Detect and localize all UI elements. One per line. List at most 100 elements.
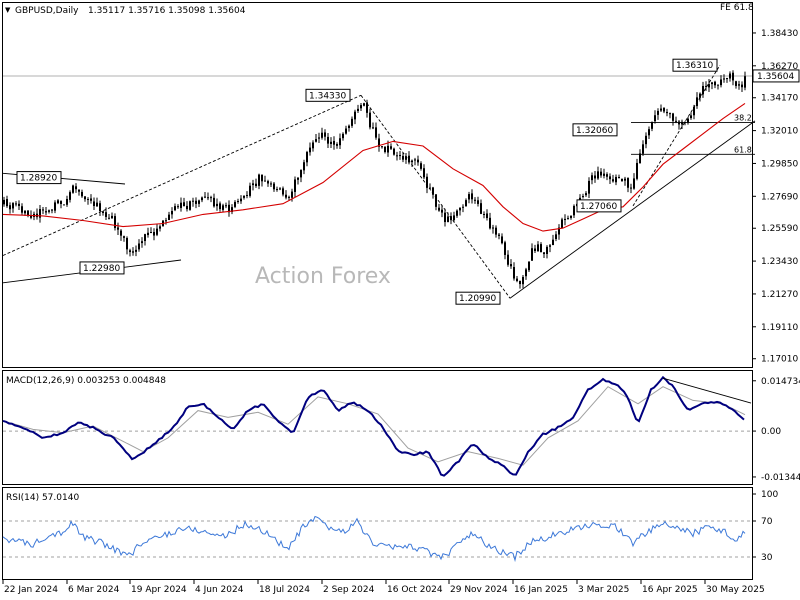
price-label: 1.32060 <box>576 126 613 136</box>
candle-body <box>201 197 203 201</box>
candle-body <box>642 144 644 154</box>
candle-body <box>54 202 56 211</box>
candle-body <box>72 185 74 193</box>
candle-body <box>348 125 350 129</box>
candle-body <box>213 197 215 207</box>
candle-body <box>687 118 689 123</box>
moving-average-line <box>2 102 746 232</box>
candle-body <box>39 209 41 218</box>
candle-body <box>258 174 260 186</box>
price-label-box <box>672 58 718 72</box>
candle-body <box>693 106 695 116</box>
candle-body <box>285 194 287 198</box>
candle-body <box>669 113 671 115</box>
price-axis-label: 1.36270 <box>761 62 798 72</box>
candle-body <box>426 176 428 188</box>
candle-body <box>336 144 338 146</box>
candle-body <box>369 112 371 128</box>
price-label: 1.20990 <box>459 294 496 304</box>
time-axis-label: 18 Jul 2024 <box>259 585 310 595</box>
candle-body <box>276 189 278 191</box>
rsi-title: RSI(14) 57.0140 <box>6 493 79 503</box>
candle-body <box>357 108 359 112</box>
dropdown-arrow-icon[interactable]: ▼ <box>5 6 11 14</box>
time-axis-label: 6 Mar 2024 <box>68 585 120 595</box>
candle-body <box>249 185 251 196</box>
candle-body <box>78 189 80 192</box>
candle-body <box>366 102 368 113</box>
price-axis-label: 1.21270 <box>761 290 798 300</box>
price-label: 1.28920 <box>20 174 57 184</box>
candle-body <box>96 202 98 207</box>
candle-body <box>117 227 119 230</box>
candle-body <box>363 103 365 106</box>
candle-body <box>288 196 290 198</box>
candle-body <box>636 162 638 179</box>
candle-body <box>543 252 545 255</box>
price-label-box <box>305 88 351 102</box>
candle-body <box>417 159 419 163</box>
time-axis: 22 Jan 2024 6 Mar 2024 19 Apr 2024 4 Jun 20… <box>2 580 765 595</box>
fib-level-label: 38.2 <box>734 113 752 122</box>
candle-body <box>477 200 479 204</box>
candle-body <box>210 197 212 199</box>
candle-body <box>603 173 605 176</box>
candle-body <box>705 86 707 88</box>
candle-body <box>57 200 59 204</box>
macd-panel-frame <box>2 370 753 485</box>
candle-body <box>3 199 5 205</box>
candle-body <box>102 211 104 213</box>
candle-body <box>327 136 329 144</box>
candle-body <box>534 248 536 252</box>
candle-body <box>282 188 284 195</box>
candle-body <box>189 201 191 210</box>
candle-body <box>468 194 470 200</box>
candle-body <box>306 152 308 163</box>
candle-body <box>387 145 389 153</box>
candle-body <box>144 234 146 242</box>
candle-body <box>612 179 614 182</box>
candle-body <box>252 183 254 186</box>
candle-body <box>738 84 740 86</box>
candles <box>3 70 746 289</box>
candle-body <box>87 198 89 200</box>
candle-body <box>594 175 596 179</box>
candle-body <box>81 191 83 197</box>
candle-body <box>633 178 635 189</box>
candle-body <box>735 81 737 86</box>
candle-body <box>375 127 377 138</box>
macd-axis-label: 0.00 <box>761 427 781 437</box>
candle-body <box>297 177 299 180</box>
candle-body <box>129 250 131 253</box>
candle-body <box>537 244 539 252</box>
candle-body <box>198 200 200 204</box>
time-axis-label: 16 Oct 2024 <box>387 585 443 595</box>
price-axis-label: 1.17010 <box>761 355 798 365</box>
price-axis-label: 1.32010 <box>761 127 798 137</box>
candle-body <box>60 201 62 204</box>
candle-body <box>618 177 620 179</box>
fib-level-label: 61.8 <box>734 145 752 154</box>
watermark: Action Forex <box>255 264 391 289</box>
candle-body <box>519 280 521 285</box>
candle-body <box>177 206 179 208</box>
price-label-box <box>455 291 501 305</box>
time-axis-label: 16 Jan 2025 <box>514 585 568 595</box>
candle-body <box>504 242 506 255</box>
candle-body <box>225 205 227 207</box>
time-axis-label: 2 Sep 2024 <box>323 585 375 595</box>
candle-body <box>630 187 632 189</box>
candle-body <box>147 232 149 236</box>
candle-body <box>126 237 128 250</box>
candle-body <box>699 93 701 98</box>
candle-body <box>480 203 482 214</box>
candle-body <box>84 196 86 200</box>
candle-body <box>714 81 716 86</box>
header: ▼ GBPUSD,Daily 1.35117 1.35716 1.35098 1… <box>5 3 754 16</box>
candle-body <box>561 219 563 229</box>
candle-body <box>165 220 167 222</box>
candle-body <box>648 129 650 136</box>
candle-body <box>333 140 335 145</box>
candle-body <box>588 180 590 194</box>
rsi-panel-frame <box>2 487 753 580</box>
